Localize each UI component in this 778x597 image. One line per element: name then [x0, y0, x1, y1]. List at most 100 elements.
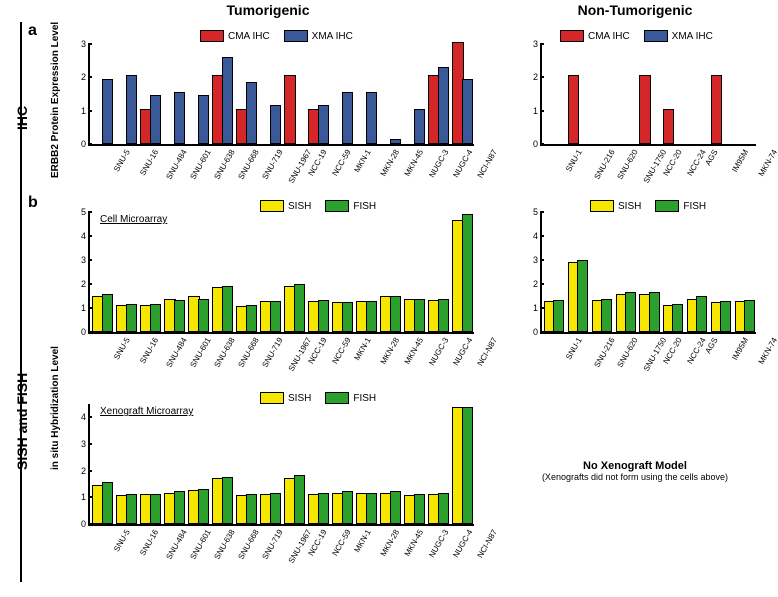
bar — [342, 491, 353, 524]
category-label: MKN-28 — [379, 528, 401, 558]
bar — [246, 82, 257, 144]
bar — [318, 105, 329, 144]
chart-ihc-nontumor: 0123SNU-1SNU-216SNU-620SNU-1750NCC-20NCC… — [510, 32, 760, 182]
bar — [462, 214, 473, 332]
category-label: SNU-1 — [564, 148, 584, 173]
bar — [150, 304, 161, 332]
category-label: SNU-16 — [138, 336, 160, 365]
category-label: MKN-45 — [403, 528, 425, 558]
bar — [639, 75, 650, 144]
bar — [198, 95, 209, 144]
bar — [294, 475, 305, 524]
chart-cell-nontumor: 012345SNU-1SNU-216SNU-620SNU-1750NCC-20N… — [510, 200, 760, 370]
category-label: SNU-601 — [188, 336, 212, 369]
category-label: SNU-484 — [164, 528, 188, 561]
no-xeno-sub: (Xenografts did not form using the cells… — [505, 472, 765, 482]
bar — [174, 491, 185, 524]
bar — [414, 494, 425, 524]
bar — [720, 301, 731, 332]
category-label: SNU-216 — [592, 336, 616, 369]
category-label: NCC-59 — [330, 336, 352, 366]
bar — [577, 260, 588, 332]
category-label: IM95M — [731, 336, 751, 362]
category-label: MKN-74 — [757, 336, 778, 366]
category-label: SNU-638 — [212, 336, 236, 369]
category-label: SNU-16 — [138, 148, 160, 177]
category-label: NUGC-3 — [427, 148, 450, 179]
bar — [270, 493, 281, 524]
bar — [711, 75, 722, 144]
category-label: MKN-1 — [352, 336, 372, 362]
chart-cell-tumor: 012345SNU-5SNU-16SNU-484SNU-601SNU-638SN… — [58, 200, 478, 370]
category-label: SNU-484 — [164, 148, 188, 181]
no-xenograft-note: No Xenograft Model (Xenografts did not f… — [505, 460, 765, 482]
category-label: SNU-5 — [112, 528, 132, 553]
category-label: MKN-1 — [352, 148, 372, 174]
category-label: NUGC-4 — [451, 528, 474, 559]
category-label: NCI-N87 — [476, 148, 499, 179]
category-label: SNU-601 — [188, 148, 212, 181]
bar — [390, 491, 401, 524]
category-label: SNU-620 — [616, 336, 640, 369]
bar — [366, 301, 377, 332]
bar — [672, 304, 683, 332]
bar — [744, 300, 755, 332]
side-label-ihc: IHC — [14, 106, 30, 130]
bar — [366, 493, 377, 524]
category-label: MKN-28 — [379, 148, 401, 178]
category-label: SNU-5 — [112, 336, 132, 361]
no-xeno-title: No Xenograft Model — [583, 460, 687, 472]
panel-a-label: a — [28, 22, 37, 40]
category-label: NCI-N87 — [476, 528, 499, 559]
category-label: NCC-59 — [330, 528, 352, 558]
category-label: NUGC-4 — [451, 336, 474, 367]
bar — [126, 304, 137, 332]
bar — [318, 493, 329, 524]
bar — [438, 493, 449, 524]
header-nontumorigenic: Non-Tumorigenic — [510, 2, 760, 18]
category-label: SNU-668 — [236, 528, 260, 561]
bar — [649, 292, 660, 332]
bar — [342, 92, 353, 144]
category-label: SNU-668 — [236, 336, 260, 369]
bar — [102, 294, 113, 332]
category-label: NUGC-3 — [427, 528, 450, 559]
category-label: NUGC-3 — [427, 336, 450, 367]
chart-xeno-tumor: 01234SNU-5SNU-16SNU-484SNU-601SNU-638SNU… — [58, 392, 478, 562]
bar — [414, 109, 425, 144]
category-label: SNU-719 — [260, 148, 284, 181]
bar — [246, 305, 257, 332]
category-label: MKN-28 — [379, 336, 401, 366]
bar — [270, 105, 281, 144]
category-label: MKN-45 — [403, 148, 425, 178]
category-label: IM95M — [731, 148, 751, 174]
bar — [126, 494, 137, 524]
category-label: NUGC-4 — [451, 148, 474, 179]
bar — [414, 299, 425, 332]
bar — [438, 67, 449, 144]
bar — [294, 284, 305, 332]
bar — [390, 296, 401, 332]
bar — [553, 300, 564, 332]
bar — [150, 494, 161, 524]
bar — [601, 299, 612, 332]
category-label: MKN-45 — [403, 336, 425, 366]
bar — [174, 300, 185, 332]
bar — [318, 300, 329, 332]
category-label: SNU-601 — [188, 528, 212, 561]
category-label: SNU-484 — [164, 336, 188, 369]
bar — [462, 407, 473, 524]
bar — [150, 95, 161, 144]
bar — [198, 299, 209, 332]
bar — [696, 296, 707, 332]
bar — [270, 301, 281, 332]
bar — [222, 57, 233, 144]
category-label: SNU-1 — [564, 336, 584, 361]
category-label: SNU-16 — [138, 528, 160, 557]
panel-b-label: b — [28, 194, 38, 212]
bar — [390, 139, 401, 144]
bar — [568, 75, 579, 144]
category-label: SNU-668 — [236, 148, 260, 181]
category-label: SNU-620 — [616, 148, 640, 181]
category-label: NCI-N87 — [476, 336, 499, 367]
